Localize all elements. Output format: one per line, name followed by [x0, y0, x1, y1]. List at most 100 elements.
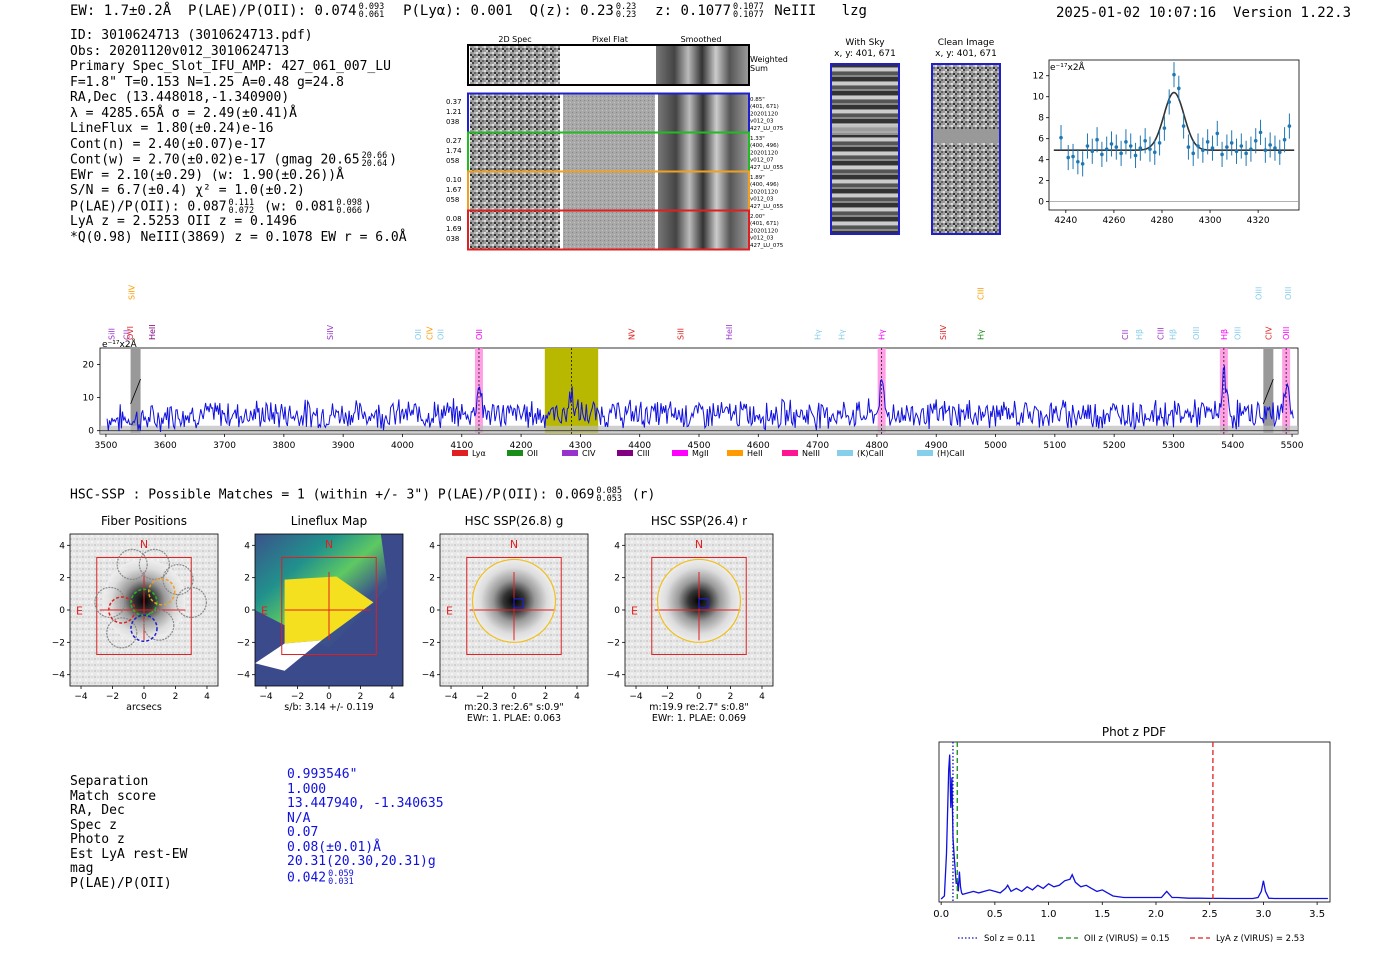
spectrum-line-label: Hγ: [814, 329, 823, 340]
with-sky-title: With Sky: [845, 38, 885, 48]
hsc-aperture: [471, 558, 557, 643]
strip-row-right-value: 20201120: [750, 189, 778, 195]
hsc-xtick-label: 0: [141, 692, 147, 702]
spectrum-line-label: Hγ: [837, 329, 846, 340]
spectrum-legend-swatch: [672, 450, 688, 456]
spectrum-xtick-label: 4800: [865, 441, 888, 451]
zoom-data-point: [1085, 144, 1090, 148]
strip-row-flat: [563, 133, 655, 171]
hsc-panel-frame: [254, 533, 404, 687]
spectrum-legend-label: (K)CaII: [857, 449, 884, 458]
zoom-data-point: [1177, 86, 1181, 91]
zoom-ytick-label: 10: [1033, 93, 1045, 103]
strip-row-left-value: 058: [446, 196, 459, 204]
weighted-label-1: Weighted: [750, 55, 788, 64]
hsc-search-box: [466, 556, 562, 656]
info-lya: LyA z = 2.5253 OII z = 0.1496: [70, 214, 297, 229]
hsc-xtick-label: 4: [574, 692, 580, 702]
header-plae-hi: 0.093: [358, 2, 385, 12]
fiber-circle: [143, 609, 175, 641]
zoom-data-point: [1205, 140, 1210, 144]
hsc-ytick-label: 2: [614, 574, 620, 584]
info-contw-lo: 20.64: [361, 159, 388, 169]
zoom-data-point: [1210, 146, 1215, 150]
hsc-xtick-label: 4: [389, 692, 395, 702]
strip-row-left-value: 058: [446, 157, 459, 165]
zoom-data-point: [1090, 149, 1095, 154]
fiber-circle-highlight: [130, 614, 158, 642]
spectrum-line-label: OII: [436, 329, 445, 340]
header-q-lo: 0.23: [615, 10, 637, 20]
hsc-ytick-label: −2: [237, 638, 250, 648]
info-sn: S/N = 6.7(±0.4) χ² = 1.0(±0.2): [70, 183, 305, 198]
zoom-data-point: [1157, 141, 1162, 145]
with-sky-image: [830, 63, 900, 235]
match-value-5: 0.08(±0.01)Å: [287, 839, 381, 855]
zoom-data-point: [1196, 144, 1200, 148]
hsc-ytick-label: 2: [244, 574, 250, 584]
match-value-2: 13.447940, -1.340635: [287, 796, 444, 811]
hsc-panel-xlabel: m:20.3 re:2.6" s:0.9": [464, 702, 564, 713]
strip-row-flat: [563, 172, 655, 210]
strip-col-header-smoothed: Smoothed: [681, 35, 722, 44]
zoom-xtick-label: 4260: [1102, 216, 1125, 226]
hsc-ytick-label: 0: [614, 606, 620, 616]
zoom-data-point: [1119, 151, 1123, 156]
match-labels: Separation Match score RA, Dec Spec z Ph…: [70, 774, 187, 891]
spectrum-line-label: SiII: [677, 328, 686, 340]
hsc-title-text: HSC-SSP : Possible Matches = 1 (within +…: [70, 487, 595, 503]
header-z-hi: 0.1077: [733, 2, 764, 12]
zoom-data-point: [1273, 146, 1277, 150]
zoom-data-point: [1244, 151, 1248, 156]
zoom-data-point: [1263, 148, 1268, 153]
match-label-4: Photo z: [70, 832, 125, 847]
zoom-data-point: [1128, 144, 1133, 148]
photz-legend-label: OII z (VIRUS) = 0.15: [1084, 934, 1170, 944]
east-label: E: [76, 605, 83, 618]
north-label: N: [510, 538, 518, 551]
strip-row-left-value: 0.37: [446, 98, 462, 106]
strip-row-right-value: 20201120: [750, 111, 778, 117]
spectrum-legend-swatch: [837, 450, 853, 456]
match-values: 0.993546" 1.000 13.447940, -1.340635 N/A…: [287, 767, 444, 886]
hsc-ytick-label: −4: [607, 671, 621, 681]
zoom-data-point: [1253, 138, 1258, 143]
photz-xtick-label: 1.0: [1041, 909, 1057, 920]
hsc-title-band: (r): [631, 487, 656, 503]
lineflux-nodata: [255, 640, 322, 671]
spectrum-legend-label: NeIII: [802, 449, 820, 458]
strip-row-left-value: 0.10: [446, 176, 462, 184]
hsc-ytick-label: 4: [429, 541, 435, 551]
header-q-hi: 0.23: [615, 2, 637, 12]
info-plae-hi: 0.111: [228, 197, 255, 208]
spectrum-error-band: [100, 425, 1298, 434]
spectrum-xtick-label: 4600: [747, 441, 770, 451]
match-value-7-row: 0.042 0.059 0.031: [287, 869, 444, 886]
strip-row-right-value: v012_07: [750, 158, 774, 164]
spectrum-line-label: SiII: [107, 328, 116, 340]
spectrum-xtick-label: 4500: [688, 441, 711, 451]
header-ew: EW: 1.7±0.2Å: [70, 3, 172, 19]
spectrum-ytick-label: 20: [83, 361, 95, 371]
hsc-panel-title: HSC SSP(26.4) r: [651, 514, 747, 528]
hsc-ytick-label: −2: [422, 638, 435, 648]
header-plae: 0.074: [314, 3, 357, 19]
strip-row-right-value: 427_LU_055: [750, 165, 784, 171]
hsc-panel-title: Fiber Positions: [101, 514, 187, 528]
photz-xtick-label: 1.5: [1094, 909, 1110, 920]
spectrum-xtick-label: 5500: [1281, 441, 1304, 451]
hsc-panel-title: Lineflux Map: [291, 514, 367, 528]
clean-title: Clean Image: [937, 38, 995, 48]
spectrum-line-label: NV: [627, 328, 636, 340]
fiber-circle: [175, 586, 207, 619]
hsc-search-box: [96, 556, 192, 656]
hsc-xtick-label: −2: [291, 692, 304, 702]
spectrum-xtick-label: 5100: [1043, 441, 1066, 451]
strip-row-gap: [560, 94, 563, 132]
zoom-fit-curve: [1053, 91, 1295, 151]
clean-xy: x, y: 401, 671: [935, 49, 997, 59]
spectrum-line-band: [1219, 348, 1228, 434]
header-plya: P(Lyα): 0.001: [403, 3, 513, 19]
hsc-xtick-label: −4: [444, 692, 458, 702]
zoom-data-point: [1109, 142, 1114, 146]
